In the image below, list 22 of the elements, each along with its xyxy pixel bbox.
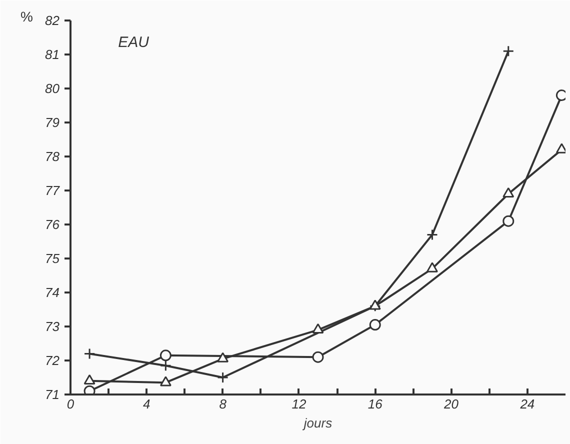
x-tick-label: 4 xyxy=(143,396,150,412)
x-tick-label: 20 xyxy=(443,396,460,412)
y-tick-label: 77 xyxy=(45,183,60,198)
y-tick-label: 76 xyxy=(45,217,60,232)
y-tick-label: 72 xyxy=(45,353,60,368)
text: EAU xyxy=(118,34,150,52)
y-tick-label: 73 xyxy=(45,319,60,334)
x-tick-label: 24 xyxy=(519,396,535,412)
x-tick-label: 0 xyxy=(66,396,75,412)
x-tick-label: 8 xyxy=(219,396,228,412)
y-tick-label: 78 xyxy=(45,149,60,164)
y-tick-label: 82 xyxy=(45,13,60,28)
y-tick-label: 74 xyxy=(45,285,60,300)
x-tick-label: 12 xyxy=(292,396,307,412)
y-tick-label: 79 xyxy=(45,115,60,130)
y-tick-label: 71 xyxy=(45,387,60,402)
x-axis-title: jours xyxy=(302,416,333,430)
x-tick-label: 16 xyxy=(368,396,384,412)
y-tick-label: 75 xyxy=(45,251,60,266)
y-axis-title: % xyxy=(20,8,33,24)
y-tick-label: 80 xyxy=(45,81,60,96)
y-tick-label: 81 xyxy=(45,47,60,62)
